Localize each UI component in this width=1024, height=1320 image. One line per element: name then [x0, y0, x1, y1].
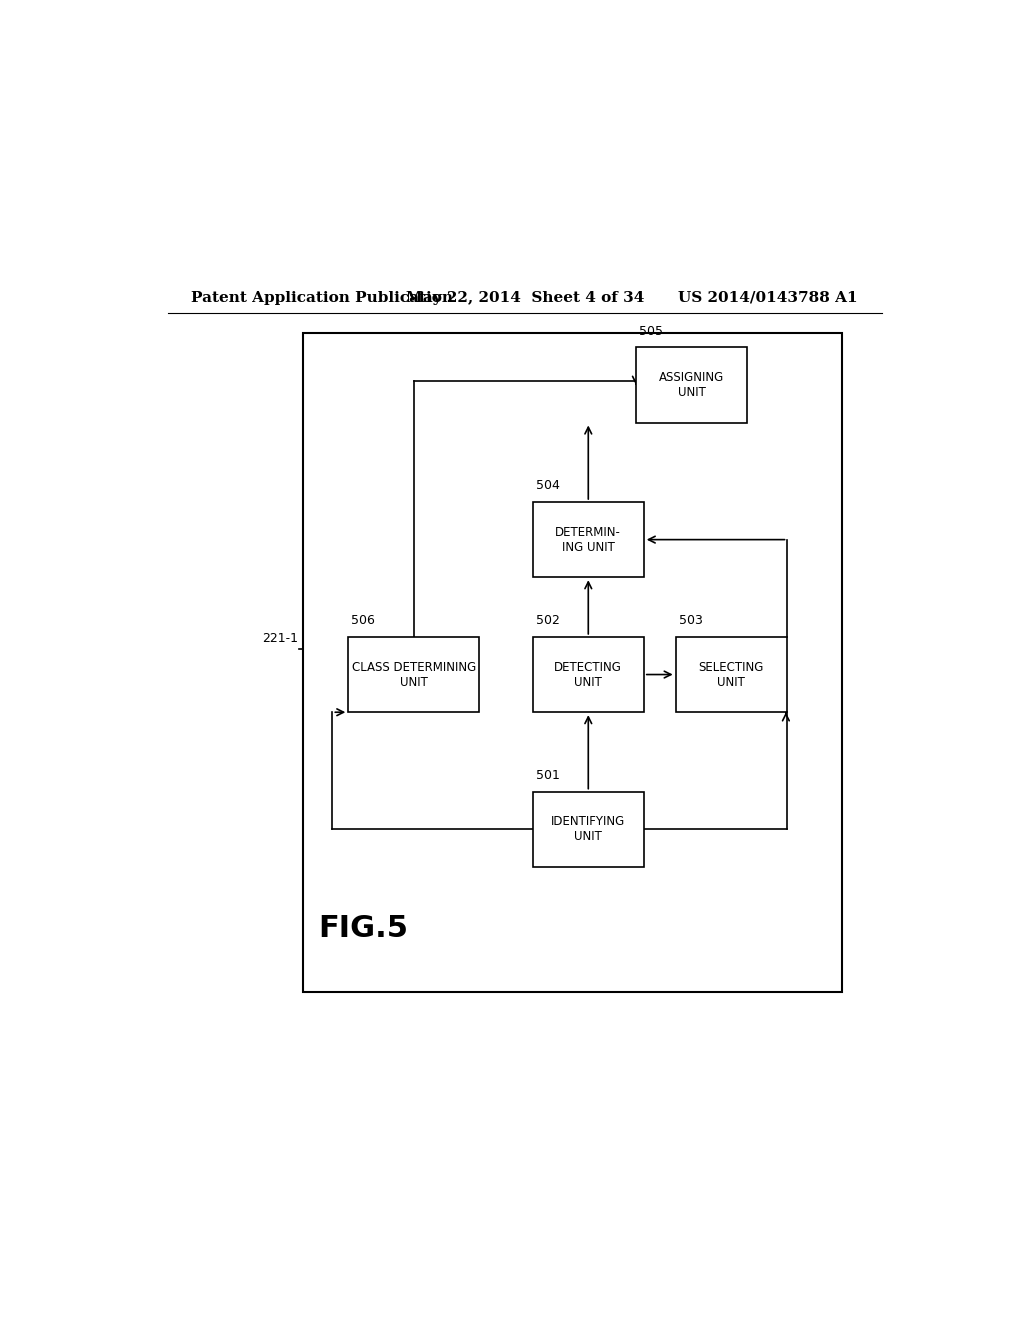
Text: SELECTING
UNIT: SELECTING UNIT	[698, 660, 764, 689]
Text: US 2014/0143788 A1: US 2014/0143788 A1	[679, 290, 858, 305]
Bar	[532, 792, 644, 867]
Bar	[532, 502, 644, 577]
Bar	[676, 636, 786, 713]
Text: May 22, 2014  Sheet 4 of 34: May 22, 2014 Sheet 4 of 34	[406, 290, 644, 305]
Text: 505: 505	[639, 325, 664, 338]
Text: 501: 501	[536, 770, 560, 781]
Text: DETECTING
UNIT: DETECTING UNIT	[554, 660, 623, 689]
Bar	[348, 636, 479, 713]
Text: DETERMIN-
ING UNIT: DETERMIN- ING UNIT	[555, 525, 622, 553]
Bar	[303, 333, 842, 991]
Text: 221-1: 221-1	[262, 632, 299, 645]
Bar	[636, 347, 748, 422]
Text: FIG.5: FIG.5	[318, 913, 409, 942]
Text: 503: 503	[679, 614, 702, 627]
Text: 502: 502	[536, 614, 560, 627]
Text: IDENTIFYING
UNIT: IDENTIFYING UNIT	[551, 816, 626, 843]
Text: ASSIGNING
UNIT: ASSIGNING UNIT	[658, 371, 724, 399]
Text: 506: 506	[351, 614, 375, 627]
Text: 504: 504	[536, 479, 560, 492]
Bar	[532, 636, 644, 713]
Text: CLASS DETERMINING
UNIT: CLASS DETERMINING UNIT	[351, 660, 476, 689]
Text: Patent Application Publication: Patent Application Publication	[191, 290, 454, 305]
